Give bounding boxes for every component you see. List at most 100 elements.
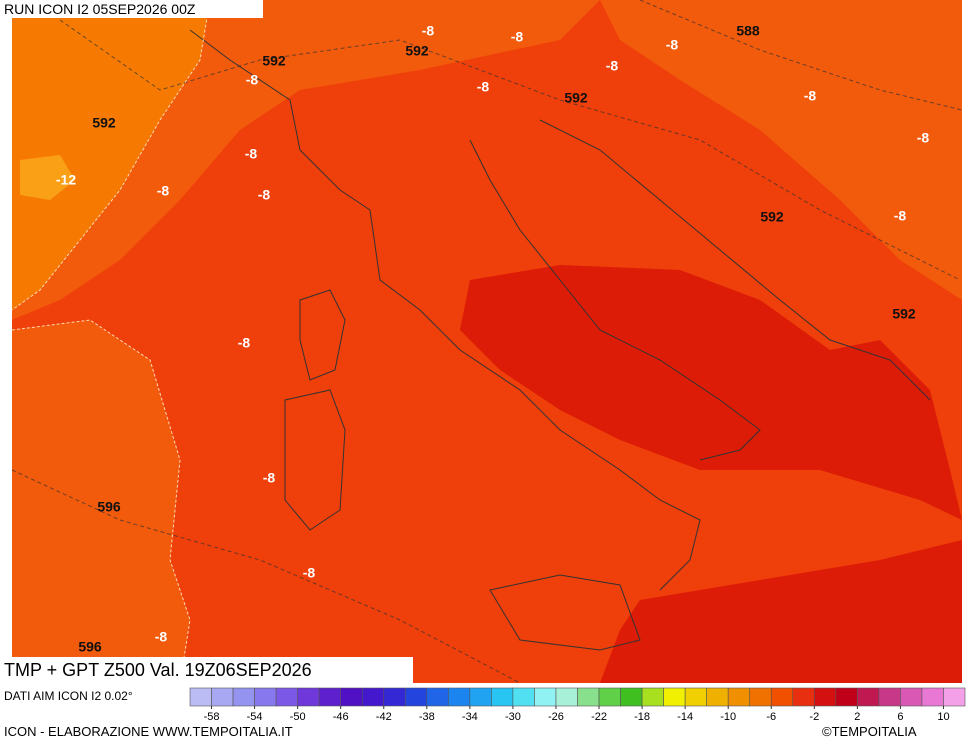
field-hot-south [600,540,962,683]
colorbar-swatch [878,687,901,707]
colorbar-swatch [598,687,621,707]
colorbar-swatch [943,687,966,707]
height-label: 596 [97,499,121,515]
colorbar-swatch [383,687,406,707]
colorbar-swatch [318,687,341,707]
colorbar-tick-label: -6 [766,711,776,723]
temperature-contours [11,0,211,684]
temperature-label: -8 [155,629,168,645]
contour-592 [59,19,961,281]
colorbar-swatch [555,687,578,707]
temperature-label: -8 [238,335,251,351]
temperature-label: -8 [666,37,679,53]
corsica [299,289,346,381]
height-label: 592 [262,53,286,69]
height-label: 588 [736,23,760,39]
field-warm-ne [600,0,962,300]
height-label: 592 [405,43,429,59]
colorbar-tick-label: -54 [247,711,263,723]
copyright-label: ©TEMPOITALIA [822,724,917,739]
colorbar-swatch [232,687,255,707]
temperature-label: -8 [477,79,490,95]
coast-balkans [539,119,931,401]
source-label: DATI AIM ICON I2 0.02° [4,689,133,703]
temperature-field [12,0,962,683]
colorbar-tick-label: -34 [462,711,478,723]
colorbar-swatch [770,687,794,707]
colorbar: -58 -54 -50 -46 -42 -38 -34 -30 -26 -22 -18 -14 -10-… [189,687,966,723]
colorbar-swatch [448,687,471,707]
colorbar-swatch [814,687,837,707]
temperature-label: -8 [894,208,907,224]
contour-minus-8-sw [11,319,191,684]
temperature-label: -8 [804,88,817,104]
colorbar-swatch [361,687,385,707]
colorbar-swatch [491,687,514,707]
colorbar-tick-label: 6 [897,711,903,723]
colorbar-tick-label: 2 [854,711,860,723]
temperature-label: -8 [917,130,930,146]
colorbar-swatch [749,687,772,707]
colorbar-tick-label: -2 [809,711,819,723]
credit-label: ICON - ELABORAZIONE WWW.TEMPOITALIA.IT [4,724,293,739]
coastlines [189,29,931,651]
colorbar-swatch [792,687,815,707]
colorbar-swatch [534,687,557,707]
temperature-label: -8 [245,146,258,162]
height-label: 596 [78,639,102,655]
colorbar-swatch [921,687,944,707]
colorbar-swatch [620,687,643,707]
colorbar-tick-label: -18 [634,711,650,723]
sicily [489,574,641,651]
temperature-label: -8 [246,72,259,88]
map-title: TMP + GPT Z500 Val. 19Z06SEP2026 [4,660,312,680]
contour-minus-8 [11,0,211,311]
height-label: 592 [892,306,916,322]
coast-italy-west [189,29,701,591]
temperature-label: -8 [511,29,524,45]
colorbar-swatch [275,687,298,707]
height-label: 592 [564,90,588,106]
colorbar-tick-label: -50 [290,711,306,723]
run-label: RUN ICON I2 05SEP2026 00Z [4,1,196,17]
colorbar-tick-label: -46 [333,711,349,723]
geopotential-contours [11,0,963,684]
colorbar-swatch [727,687,751,707]
colorbar-swatch [512,687,535,707]
coast-italy-east [469,139,761,461]
temperature-label: -12 [56,172,76,188]
colorbar-swatch [404,687,428,707]
height-label: 592 [92,115,116,131]
colorbar-swatch [857,687,880,707]
field-warm-sw [12,320,190,683]
field-orange [12,0,210,310]
field-hot [460,265,962,520]
colorbar-swatch [340,687,363,707]
colorbar-tick-label: 10 [937,711,949,723]
colorbar-swatch [469,687,492,707]
colorbar-tick-label: -58 [204,711,220,723]
colorbar-swatch [254,687,277,707]
contour-596 [11,469,521,684]
colorbar-swatch [684,687,707,707]
colorbar-tick-label: -26 [548,711,564,723]
temperature-label: -8 [263,470,276,486]
colorbar-tick-label: -22 [591,711,607,723]
colorbar-tick-label: -42 [376,711,392,723]
colorbar-swatch [211,687,234,707]
title-box [0,657,413,683]
colorbar-swatch [641,687,664,707]
temperature-label: -8 [157,183,170,199]
colorbar-swatch [577,687,600,707]
colorbar-swatch [900,687,923,707]
colorbar-tick-label: -30 [505,711,521,723]
temperature-label: -8 [422,23,435,39]
colorbar-tick-label: -14 [677,711,693,723]
sardinia [284,389,346,531]
height-label: 592 [760,209,784,225]
colorbar-swatch [189,687,212,707]
colorbar-tick-label: -10 [720,711,736,723]
field-light [20,155,75,200]
